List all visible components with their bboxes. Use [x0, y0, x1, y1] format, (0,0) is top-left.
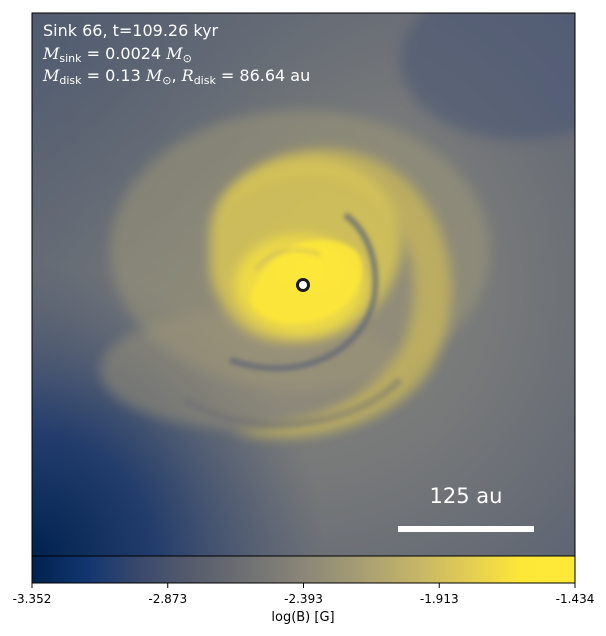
colorbar-tick-label: -1.913 [419, 592, 459, 606]
sink-mass-label: Msink = 0.0024 M⊙ [43, 44, 192, 65]
colorbar [32, 556, 575, 583]
colorbar-tick-label: -1.434 [555, 592, 595, 606]
colorbar-axis-label: log(B) [G] [271, 610, 335, 625]
colorbar-tick-label: -3.352 [12, 592, 52, 606]
disk-properties-label: Mdisk = 0.13 M⊙, Rdisk = 86.64 au [43, 66, 311, 87]
scale-bar [398, 526, 534, 532]
sink-title: Sink 66, t=109.26 kyr [43, 21, 219, 40]
colorbar-ticks [31, 583, 576, 588]
colorbar-tick-label: -2.393 [284, 592, 323, 606]
colorbar-tick-label: -2.873 [148, 592, 188, 606]
scale-bar-label: 125 au [429, 484, 503, 508]
field-map-image [32, 13, 575, 556]
